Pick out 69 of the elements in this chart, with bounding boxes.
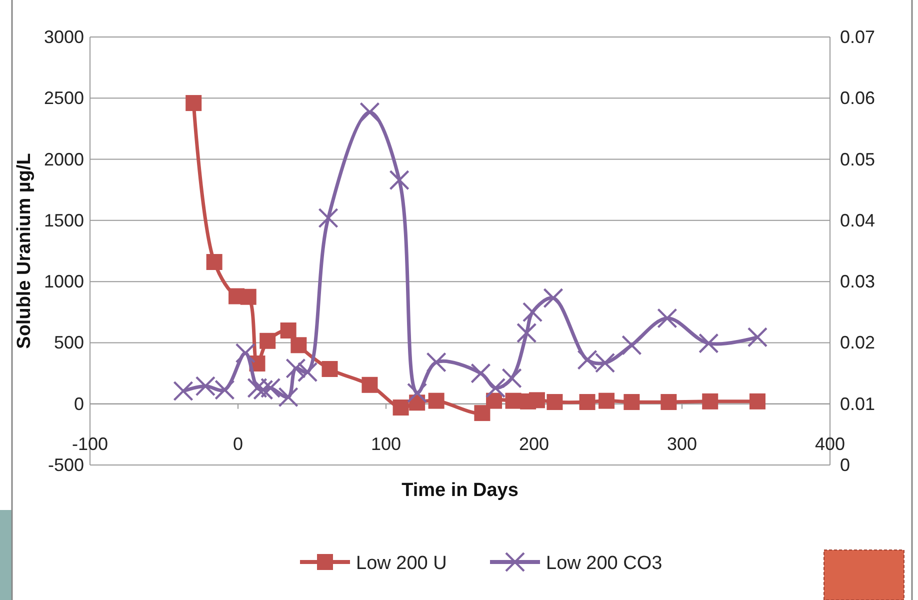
point — [428, 392, 444, 409]
point — [280, 322, 296, 338]
y2-tick-label: 0.03 — [840, 272, 876, 292]
y2-tick-label: 0.01 — [840, 394, 876, 414]
point — [598, 392, 615, 409]
point — [389, 170, 410, 190]
point — [392, 400, 409, 416]
point — [297, 362, 318, 382]
point — [470, 363, 491, 384]
point — [206, 254, 222, 270]
y-tick-label: 3000 — [44, 27, 84, 47]
x-tick-label: 200 — [518, 434, 550, 454]
point — [186, 95, 202, 112]
point — [362, 376, 378, 393]
y-tick-label: 2500 — [44, 88, 84, 108]
point — [290, 337, 307, 354]
point — [247, 378, 268, 398]
point — [522, 302, 543, 322]
point — [749, 393, 766, 410]
x-tick-label: 400 — [814, 434, 846, 454]
y-tick-label: 1500 — [44, 210, 84, 230]
legend-label: Low 200 CO3 — [546, 553, 662, 574]
point — [702, 393, 718, 410]
point — [406, 382, 428, 403]
point — [240, 288, 256, 305]
legend-label: Low 200 U — [356, 553, 447, 574]
y2-tick-label: 0.07 — [840, 27, 876, 47]
y2-tick-label: 0.02 — [840, 332, 876, 353]
x-tick-label: -100 — [72, 434, 108, 454]
point — [528, 392, 545, 408]
point — [660, 394, 677, 410]
y-tick-label: 1000 — [44, 272, 84, 292]
point — [260, 332, 276, 349]
y-tick-label: -500 — [48, 455, 84, 475]
point — [657, 308, 678, 328]
point — [286, 358, 306, 378]
point — [173, 380, 194, 402]
y2-tick-label: 0.06 — [840, 88, 876, 108]
x-tick-label: 0 — [232, 434, 244, 454]
point — [546, 394, 563, 410]
point — [426, 352, 446, 372]
point — [502, 368, 522, 388]
y2-tick-label: 0.04 — [840, 210, 876, 230]
point — [747, 327, 768, 348]
point — [253, 380, 274, 400]
y-tick-label: 500 — [54, 332, 84, 353]
point — [485, 378, 506, 398]
point — [474, 405, 490, 422]
x-axis-title: Time in Days — [402, 480, 518, 501]
point — [624, 394, 640, 410]
x-tick-label: 300 — [666, 434, 698, 454]
point — [260, 378, 281, 398]
point — [698, 333, 719, 354]
y-tick-label: 2000 — [44, 149, 84, 170]
point — [505, 392, 522, 409]
y-axis-title: Soluble Uranium µg/L — [14, 152, 35, 349]
y-tick-label: 0 — [74, 394, 84, 414]
point — [235, 343, 256, 364]
point — [278, 387, 298, 408]
point — [322, 361, 338, 378]
y2-tick-label: 0.05 — [840, 149, 876, 170]
point — [360, 102, 380, 122]
point — [543, 288, 564, 308]
x-tick-label: 100 — [370, 434, 402, 454]
point — [318, 208, 338, 228]
point — [516, 322, 537, 344]
point — [579, 394, 596, 410]
y2-tick-label: 0 — [840, 455, 850, 475]
point — [486, 392, 502, 409]
